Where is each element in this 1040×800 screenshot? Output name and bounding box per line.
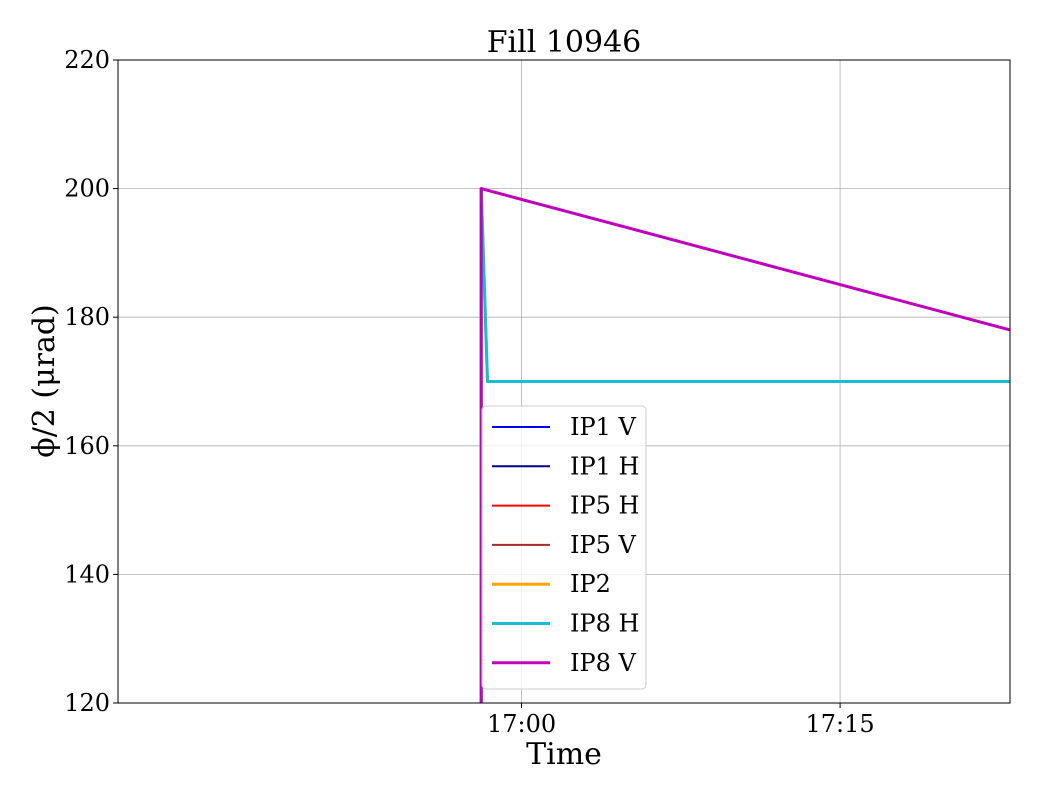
plot-frame xyxy=(117,59,1011,704)
series-line-ip8-v xyxy=(479,187,1010,703)
legend-label: IP1 H xyxy=(570,452,639,480)
legend-label: IP8 V xyxy=(570,649,637,677)
y-tick-label: 160 xyxy=(64,432,110,460)
legend-label: IP8 H xyxy=(570,610,639,638)
x-tick-label: 17:00 xyxy=(487,710,556,738)
x-axis-label: Time xyxy=(526,737,602,772)
legend-label: IP5 V xyxy=(570,531,637,559)
series-lines xyxy=(479,187,1010,703)
y-tick-label: 140 xyxy=(64,560,110,588)
legend-label: IP1 V xyxy=(570,413,637,441)
legend: IP1 V IP1 H IP5 H IP5 V IP2 IP8 H IP8 V xyxy=(481,405,647,690)
legend-box xyxy=(481,405,647,690)
axis-ticks: 17:0017:1517:3017:4518:0018:1518:3018:45… xyxy=(64,46,875,738)
chart-title: Fill 10946 xyxy=(487,25,642,60)
y-tick-label: 220 xyxy=(64,46,110,74)
y-axis-label: ϕ/2 (μrad) xyxy=(27,304,62,458)
legend-label: IP5 H xyxy=(570,492,639,520)
y-tick-label: 120 xyxy=(64,689,110,717)
y-tick-label: 200 xyxy=(64,175,110,203)
legend-label: IP2 xyxy=(570,570,611,598)
y-tick-label: 180 xyxy=(64,303,110,331)
x-tick-label: 17:15 xyxy=(806,710,875,738)
